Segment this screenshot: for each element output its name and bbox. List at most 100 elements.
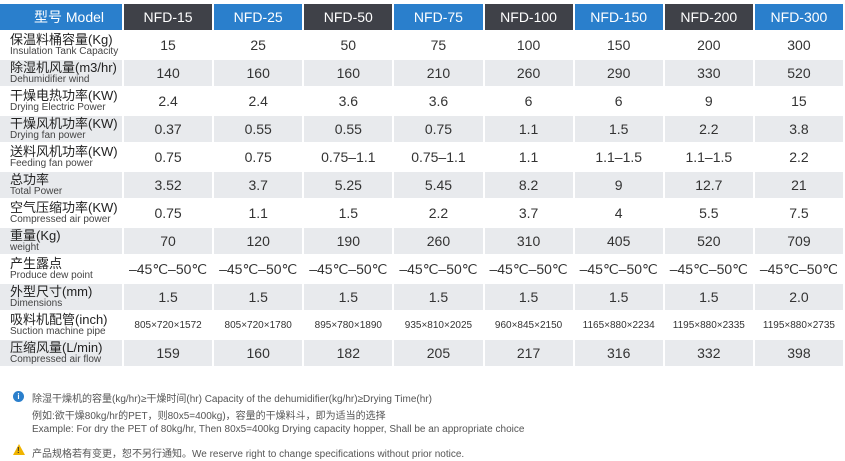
header-model-nfd-200: NFD-200 [664,4,755,30]
header-model-nfd-50: NFD-50 [304,4,395,30]
table-cell: 260 [394,226,485,254]
table-cell: 15 [124,30,215,58]
table-cell: 290 [574,58,665,86]
row-label-zh: 产生露点 [10,256,63,271]
table-cell: 935×810×2025 [394,310,485,338]
table-row: 除湿机风量(m3/hr) Dehumidifier wind 140 160 160 21… [0,58,845,86]
row-label: 总功率 Total Power [0,170,124,198]
table-cell: 1.5 [484,282,575,310]
table-cell: 1.5 [304,282,395,310]
table-cell: 7.5 [754,198,845,226]
table-cell: 0.55 [214,114,305,142]
note-example-zh: 例如:欲干燥80kg/hr的PET，则80x5=400kg)，容量的干燥料斗，即… [32,411,386,422]
table-row: 总功率 Total Power 3.52 3.7 5.25 5.45 8.2 9 12.7 21 [0,170,845,198]
row-label-en: Produce dew point [10,270,93,281]
table-cell: 12.7 [664,170,755,198]
table-cell: 1.5 [124,282,215,310]
table-cell: 520 [664,226,755,254]
row-label-zh: 保温料桶容量(Kg) [10,32,113,47]
row-label-en: weight [10,242,39,253]
row-label: 干燥风机功率(KW) Drying fan power [0,114,124,142]
table-cell: 5.45 [394,170,485,198]
row-label-zh: 吸料机配管(inch) [10,312,108,327]
row-label-en: Insulation Tank Capacity [10,46,119,57]
table-cell: –45℃–50℃ [664,254,755,282]
row-label-zh: 外型尺寸(mm) [10,284,93,299]
table-row: 送料风机功率(KW) Feeding fan power 0.75 0.75 0.75–… [0,142,845,170]
table-cell: 160 [304,58,395,86]
table-cell: 2.4 [214,86,305,114]
table-cell: –45℃–50℃ [124,254,215,282]
table-cell: 2.2 [394,198,485,226]
table-cell: 4 [574,198,665,226]
table-cell: 50 [304,30,395,58]
note-example-en: Example: For dry the PET of 80kg/hr, The… [32,424,525,435]
row-label-zh: 除湿机风量(m3/hr) [10,60,117,75]
table-cell: 709 [754,226,845,254]
table-cell: 25 [214,30,305,58]
table-cell: 5.25 [304,170,395,198]
table-cell: 1.5 [214,282,305,310]
table-cell: 1.1 [484,142,575,170]
table-cell: 2.2 [664,114,755,142]
row-label-zh: 压缩风量(L/min) [10,340,103,355]
table-cell: 150 [574,30,665,58]
table-cell: 0.75–1.1 [394,142,485,170]
table-cell: –45℃–50℃ [394,254,485,282]
table-cell: 1.1–1.5 [574,142,665,170]
table-cell: 3.7 [214,170,305,198]
row-label-zh: 总功率 [10,172,50,187]
row-label-en: Dehumidifier wind [10,74,90,85]
table-cell: 520 [754,58,845,86]
table-cell: 2.4 [124,86,215,114]
row-label: 吸料机配管(inch) Suction machine pipe [0,310,124,338]
table-row: 空气压缩功率(KW) Compressed air power 0.75 1.1 1.5… [0,198,845,226]
table-cell: 805×720×1780 [214,310,305,338]
table-cell: 398 [754,338,845,366]
table-cell: 100 [484,30,575,58]
table-cell: 960×845×2150 [484,310,575,338]
header-row: 型号 Model NFD-15 NFD-25 NFD-50 NFD-75 NFD… [0,4,845,30]
row-label-zh: 空气压缩功率(KW) [10,200,118,215]
table-row: 压缩风量(L/min) Compressed air flow 159 160 182 2… [0,338,845,366]
table-row: 干燥电热功率(KW) Drying Electric Power 2.4 2.4 3.6… [0,86,845,114]
table-cell: 895×780×1890 [304,310,395,338]
table-cell: 3.7 [484,198,575,226]
table-cell: 2.0 [754,282,845,310]
spec-table: 型号 Model NFD-15 NFD-25 NFD-50 NFD-75 NFD… [0,4,845,366]
note-disclaimer: 产品规格若有变更，恕不另行通知。We reserve right to chan… [32,449,465,460]
table-cell: 8.2 [484,170,575,198]
table-cell: 182 [304,338,395,366]
table-cell: 3.52 [124,170,215,198]
header-model-nfd-75: NFD-75 [394,4,485,30]
table-cell: 0.37 [124,114,215,142]
row-label: 除湿机风量(m3/hr) Dehumidifier wind [0,58,124,86]
table-cell: 0.75–1.1 [304,142,395,170]
row-label-en: Compressed air flow [10,354,102,365]
table-cell: 75 [394,30,485,58]
note-capacity-rule: 除湿干燥机的容量(kg/hr)≥干燥时间(hr) Capacity of the… [32,394,432,405]
row-label: 压缩风量(L/min) Compressed air flow [0,338,124,366]
table-cell: 332 [664,338,755,366]
table-cell: 0.75 [394,114,485,142]
table-row: 干燥风机功率(KW) Drying fan power 0.37 0.55 0.55 0.… [0,114,845,142]
row-label-en: Dimensions [10,298,63,309]
table-cell: –45℃–50℃ [484,254,575,282]
table-cell: 1.1–1.5 [664,142,755,170]
table-cell: 260 [484,58,575,86]
row-label: 重量(Kg) weight [0,226,124,254]
table-cell: 310 [484,226,575,254]
table-cell: 160 [214,58,305,86]
table-row: 重量(Kg) weight 70 120 190 260 310 405 520 709 [0,226,845,254]
table-cell: –45℃–50℃ [304,254,395,282]
row-label-en: Drying fan power [10,130,86,141]
table-cell: 805×720×1572 [124,310,215,338]
table-cell: 405 [574,226,665,254]
row-label-zh: 干燥电热功率(KW) [10,88,118,103]
table-cell: 21 [754,170,845,198]
table-cell: 205 [394,338,485,366]
header-model-nfd-15: NFD-15 [124,4,215,30]
info-icon: i [13,391,24,402]
row-label: 产生露点 Produce dew point [0,254,124,282]
table-cell: 217 [484,338,575,366]
